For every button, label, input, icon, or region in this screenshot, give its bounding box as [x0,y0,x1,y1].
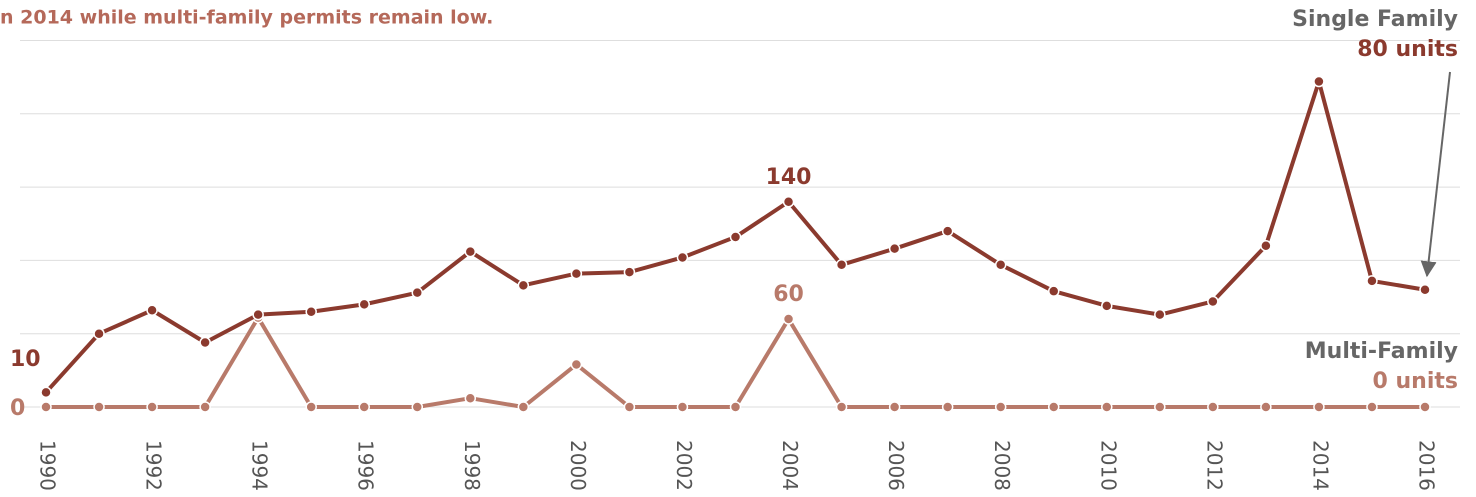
data-label: 140 [766,165,812,190]
x-tick-label: 1996 [354,440,378,491]
x-tick-label: 2000 [566,440,590,491]
x-tick-label: 2004 [778,440,802,491]
end-value-label: 80 units [1357,37,1458,62]
data-label: 10 [10,347,41,372]
annotation-arrow [1420,71,1451,278]
data-point [252,308,264,321]
x-tick-label: 1990 [36,440,60,491]
legend-label: Single Family [1292,7,1458,32]
end-value-label: 0 units [1373,369,1458,394]
data-point [729,401,742,413]
x-tick-label: 2014 [1308,440,1332,491]
data-point [464,245,477,258]
data-point [570,267,583,280]
data-point [1260,401,1272,413]
data-point [464,392,477,404]
data-point [1047,401,1060,413]
data-point [199,401,211,413]
data-point [1207,295,1219,308]
x-tick-label: 2002 [672,440,696,491]
x-tick-label: 2012 [1202,440,1226,491]
data-point [517,279,530,292]
data-point [1419,283,1431,296]
data-point [941,401,954,413]
data-point [1313,401,1325,413]
data-point [305,401,317,413]
data-point [1366,275,1378,287]
data-point [517,401,530,413]
x-tick-label: 1998 [460,440,484,491]
data-point [1260,239,1272,252]
data-point [93,401,105,413]
data-point [411,401,424,413]
data-point [411,286,424,299]
data-point [623,401,636,413]
data-point [1047,285,1060,297]
data-point [835,401,848,413]
chart-title: n 2014 while multi-family permits remain… [0,7,493,29]
data-point [1419,401,1431,413]
data-label: 60 [773,282,804,307]
x-tick-label: 1994 [248,440,272,491]
data-point [888,242,901,255]
data-label: 0 [10,396,25,421]
data-point [1154,308,1166,321]
data-point [199,336,211,349]
x-tick-label: 2006 [884,440,908,491]
data-point [1207,401,1219,413]
x-tick-label: 2010 [1096,440,1120,491]
data-point [358,401,370,413]
data-point [305,305,317,318]
data-point [941,225,954,237]
series-line [46,315,1425,409]
data-point [146,401,158,413]
data-point [994,401,1007,413]
x-tick-label: 1992 [142,440,166,491]
data-point [570,358,583,371]
data-point [835,259,848,271]
data-point [623,266,636,278]
data-point [1101,300,1113,312]
data-point [146,304,158,316]
x-tick-label: 2016 [1415,440,1439,491]
legend-label: Multi-Family [1305,339,1458,364]
data-point [994,259,1007,271]
x-tick-label: 2008 [990,440,1014,491]
data-point [782,313,795,325]
data-point [676,251,689,264]
data-point [729,231,742,243]
data-point [358,298,370,311]
data-point [676,401,689,413]
data-point [40,386,52,399]
data-point [1101,401,1113,413]
data-point [1154,401,1166,413]
data-point [888,401,901,413]
data-point [782,196,795,208]
data-point [93,327,105,340]
data-point [1313,75,1325,88]
data-point [40,401,52,413]
data-point [1366,401,1378,413]
